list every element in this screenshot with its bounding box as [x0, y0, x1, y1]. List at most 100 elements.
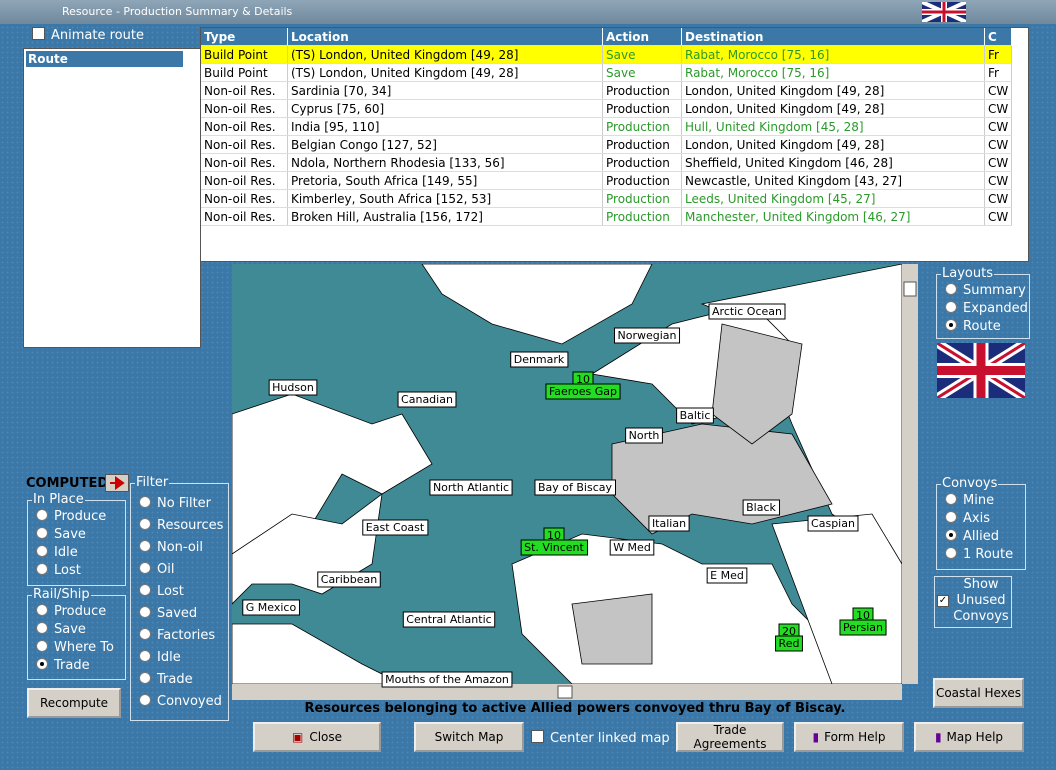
table-row[interactable]: Build Point (TS) London, United Kingdom […	[201, 45, 1013, 64]
option-label: Produce	[54, 604, 107, 619]
radio-button	[945, 529, 957, 541]
sea-zone-label: W Med	[613, 541, 651, 554]
radio-option[interactable]: 1 Route	[945, 547, 1013, 562]
sea-zone-label: Central Atlantic	[406, 613, 491, 626]
radio-option[interactable]: Where To	[36, 640, 114, 655]
map-help-button[interactable]: ▮ Map Help	[914, 722, 1024, 752]
column-header: Type	[201, 28, 288, 46]
radio-option[interactable]: Save	[36, 527, 86, 542]
table-row[interactable]: Non-oil Res. Broken Hill, Australia [156,…	[201, 207, 1013, 226]
option-label: Allied	[963, 529, 999, 544]
table-cell: CW	[984, 135, 1013, 154]
radio-option[interactable]: Expanded	[945, 301, 1028, 316]
table-row[interactable]: Non-oil Res. Pretoria, South Africa [149,…	[201, 171, 1013, 190]
radio-option[interactable]: Trade	[139, 672, 193, 687]
convoy-label-box	[520, 539, 589, 556]
sea-zone-label-box	[625, 427, 663, 444]
table-cell: CW	[984, 117, 1013, 136]
animate-route-checkbox[interactable]: Animate route	[32, 27, 144, 43]
trade-agreements-button[interactable]: Trade Agreements	[676, 722, 784, 752]
radio-option[interactable]: Saved	[139, 606, 197, 621]
radio-option[interactable]: Produce	[36, 509, 106, 524]
sea-zone-label-box	[676, 407, 714, 424]
radio-option[interactable]: No Filter	[139, 496, 211, 511]
radio-button	[36, 527, 48, 539]
recompute-button[interactable]: Recompute	[27, 688, 121, 718]
radio-button	[945, 301, 957, 313]
radio-option[interactable]: Idle	[36, 545, 78, 560]
radio-option[interactable]: Produce	[36, 604, 106, 619]
radio-option[interactable]: Summary	[945, 283, 1026, 298]
form-help-button[interactable]: ▮ Form Help	[794, 722, 904, 752]
sea-zone-label: Arctic Ocean	[712, 305, 782, 318]
radio-button	[36, 509, 48, 521]
route-header: Route	[26, 51, 183, 67]
sea-zone-label: Caribbean	[321, 573, 377, 586]
radio-option[interactable]: Route	[945, 319, 1001, 334]
option-label: Mine	[963, 493, 995, 508]
option-label: Saved	[157, 606, 198, 621]
radio-option[interactable]: Non-oil	[139, 540, 203, 555]
sea-zone-label: North Atlantic	[433, 481, 509, 494]
table-cell: Non-oil Res.	[201, 207, 288, 226]
table-cell: Rabat, Morocco [75, 16]	[681, 63, 985, 82]
table-cell: Fr	[984, 63, 1013, 82]
table-row[interactable]: Non-oil Res. Ndola, Northern Rhodesia [13…	[201, 153, 1013, 172]
convoy-label: Faeroes Gap	[549, 385, 617, 398]
table-row[interactable]: Non-oil Res. Belgian Congo [127, 52] Produ…	[201, 135, 1013, 154]
radio-option[interactable]: Save	[36, 622, 86, 637]
table-row[interactable]: Non-oil Res. Cyprus [75, 60] Production Lon…	[201, 99, 1013, 118]
radio-button	[139, 518, 151, 530]
coastal-hexes-button[interactable]: Coastal Hexes	[933, 678, 1024, 708]
radio-option[interactable]: Idle	[139, 650, 181, 665]
flag	[937, 343, 1025, 398]
sea-zone-label: Canadian	[401, 393, 453, 406]
table-cell: Save	[602, 45, 682, 64]
sea-zone-label: Baltic	[680, 409, 711, 422]
table-row[interactable]: Non-oil Res. India [95, 110] Production Hul…	[201, 117, 1013, 136]
radio-option[interactable]: Oil	[139, 562, 174, 577]
radio-button	[945, 493, 957, 505]
column-header: Action	[602, 28, 682, 46]
sea-zone-label: North	[629, 429, 660, 442]
sea-zone-label: Mouths of the Amazon	[385, 673, 509, 686]
group-title: Filter	[135, 475, 170, 490]
radio-option[interactable]: Factories	[139, 628, 215, 643]
sea-zone-label: Caspian	[811, 517, 855, 530]
sea-zone-label-box	[534, 479, 616, 496]
sea-zone-label-box	[429, 479, 513, 496]
option-label: Trade	[54, 658, 90, 673]
convoy-label: St. Vincent	[524, 541, 584, 554]
table-row[interactable]: Non-oil Res. Sardinia [70, 34] Production L…	[201, 81, 1013, 100]
switch-map-button[interactable]: Switch Map	[414, 722, 524, 752]
radio-option[interactable]: Resources	[139, 518, 223, 533]
sea-zone-label-box	[397, 391, 457, 408]
table-cell: Production	[602, 117, 682, 136]
radio-option[interactable]: Lost	[36, 563, 81, 578]
table-cell: CW	[984, 189, 1013, 208]
radio-button	[139, 584, 151, 596]
close-button[interactable]: ▣ Close	[253, 722, 381, 752]
radio-option[interactable]: Lost	[139, 584, 184, 599]
table-cell: London, United Kingdom [49, 28]	[681, 135, 985, 154]
show-unused-checkbox[interactable]: ✓ Show Unused Convoys	[934, 576, 1012, 628]
option-label: Save	[54, 622, 86, 637]
option-label: Trade	[157, 672, 193, 687]
table-cell: London, United Kingdom [49, 28]	[681, 81, 985, 100]
radio-option[interactable]: Allied	[945, 529, 999, 544]
computed-label: COMPUTED	[26, 476, 109, 491]
radio-option[interactable]: Trade	[36, 658, 90, 673]
radio-option[interactable]: Mine	[945, 493, 994, 508]
column-header: C	[984, 28, 1013, 46]
option-label: Non-oil	[157, 540, 204, 555]
sea-zone-label-box	[381, 671, 513, 688]
table-cell: Kimberley, South Africa [152, 53]	[287, 189, 603, 208]
table-row[interactable]: Build Point (TS) London, United Kingdom […	[201, 63, 1013, 82]
radio-button	[36, 658, 48, 670]
table-row[interactable]: Non-oil Res. Kimberley, South Africa [152…	[201, 189, 1013, 208]
radio-option[interactable]: Convoyed	[139, 694, 222, 709]
center-linked-map-checkbox[interactable]: Center linked map	[531, 730, 670, 746]
computed-arrow-button[interactable]	[105, 474, 129, 492]
radio-option[interactable]: Axis	[945, 511, 990, 526]
